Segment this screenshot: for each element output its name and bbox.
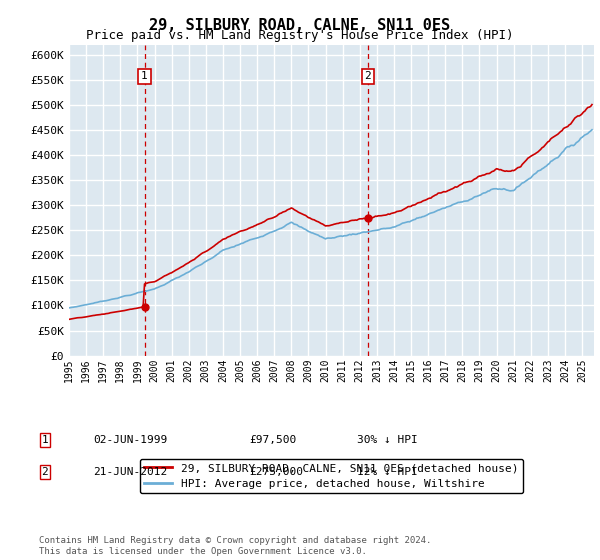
Text: 29, SILBURY ROAD, CALNE, SN11 0ES: 29, SILBURY ROAD, CALNE, SN11 0ES — [149, 18, 451, 33]
Text: 1: 1 — [141, 71, 148, 81]
Text: £97,500: £97,500 — [249, 435, 296, 445]
Text: 30% ↓ HPI: 30% ↓ HPI — [357, 435, 418, 445]
Text: 02-JUN-1999: 02-JUN-1999 — [93, 435, 167, 445]
Legend: 29, SILBURY ROAD, CALNE, SN11 0ES (detached house), HPI: Average price, detached: 29, SILBURY ROAD, CALNE, SN11 0ES (detac… — [140, 459, 523, 493]
Text: 2: 2 — [41, 467, 49, 477]
Text: 1: 1 — [41, 435, 49, 445]
Text: Price paid vs. HM Land Registry's House Price Index (HPI): Price paid vs. HM Land Registry's House … — [86, 29, 514, 42]
Text: £275,000: £275,000 — [249, 467, 303, 477]
Text: 12% ↓ HPI: 12% ↓ HPI — [357, 467, 418, 477]
Text: 21-JUN-2012: 21-JUN-2012 — [93, 467, 167, 477]
Text: 2: 2 — [364, 71, 371, 81]
Text: Contains HM Land Registry data © Crown copyright and database right 2024.
This d: Contains HM Land Registry data © Crown c… — [39, 536, 431, 556]
